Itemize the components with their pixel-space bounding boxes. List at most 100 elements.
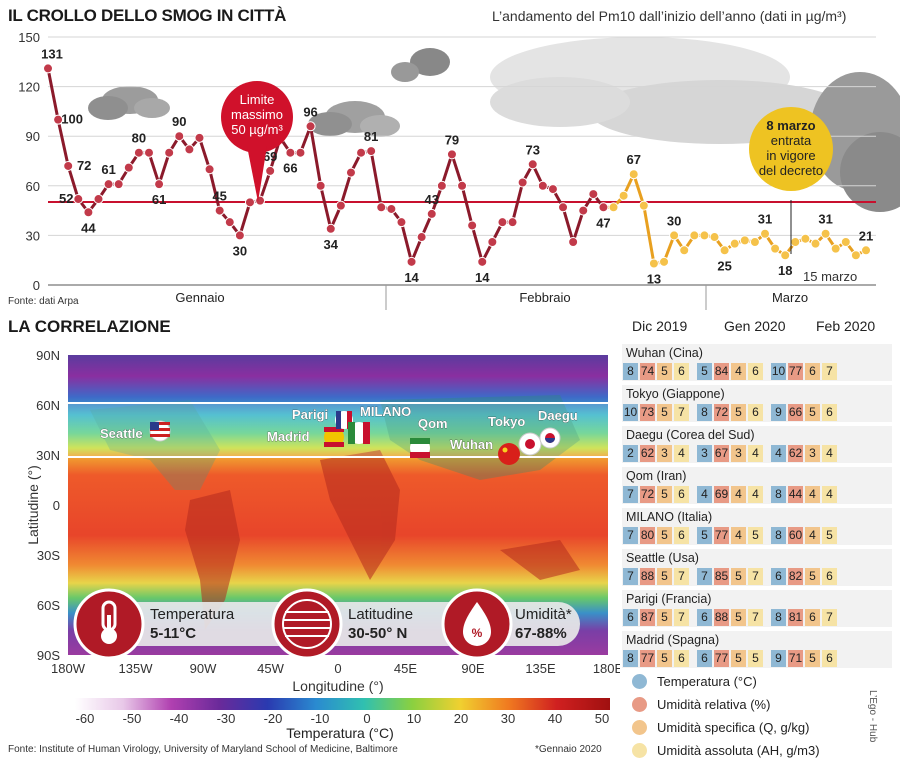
y-tick-label: 30 <box>26 228 40 243</box>
table-cell: 10 <box>771 363 786 380</box>
limit-label-line: massimo <box>231 107 283 122</box>
data-point <box>366 146 377 157</box>
table-cell: 60 <box>788 527 803 544</box>
data-point <box>578 205 589 216</box>
data-label: 21 <box>859 228 873 243</box>
badge-humidity-name: Umidità* <box>515 606 572 623</box>
data-point <box>719 245 730 256</box>
data-label: 73 <box>526 142 540 157</box>
column-header: Feb 2020 <box>816 318 876 334</box>
data-label: 131 <box>41 46 63 61</box>
month-label: Gennaio <box>175 290 224 305</box>
table-cell: 4 <box>674 445 689 462</box>
y-tick-label: 90 <box>26 129 40 144</box>
colorbar-label: Temperatura (°C) <box>286 725 394 741</box>
city-name: Seattle (Usa) <box>626 551 699 565</box>
data-point <box>325 223 336 234</box>
map-x-tick-label: 90W <box>190 661 217 676</box>
table-cell: 8 <box>623 363 638 380</box>
table-cell: 88 <box>714 609 729 626</box>
table-cell: 6 <box>822 568 837 585</box>
data-label: 80 <box>132 131 146 146</box>
table-cell: 5 <box>748 650 763 667</box>
badge-temperature-value: 5-11°C <box>150 625 196 642</box>
table-cell: 7 <box>623 568 638 585</box>
data-point <box>356 147 367 158</box>
data-point <box>467 220 478 231</box>
data-label: 43 <box>425 192 439 207</box>
flag-usa-icon <box>149 420 171 442</box>
data-label: 30 <box>667 213 681 228</box>
decree-annotation: 8 marzo entrata in vigore del decreto <box>749 107 833 254</box>
data-label: 45 <box>212 189 226 204</box>
table-cell: 87 <box>640 609 655 626</box>
table-cell: 5 <box>657 404 672 421</box>
map-x-tick-label: 90E <box>461 661 484 676</box>
table-cell: 6 <box>674 486 689 503</box>
badge-latitude-name: Latitudine <box>348 606 413 623</box>
table-cell: 44 <box>788 486 803 503</box>
data-point <box>406 256 417 267</box>
data-label: 66 <box>283 161 297 176</box>
map-y-tick-label: 60S <box>37 598 60 613</box>
data-point <box>204 164 215 175</box>
table-cell: 6 <box>674 650 689 667</box>
map-y-tick-label: 30S <box>37 548 60 563</box>
data-point <box>608 202 619 213</box>
table-cell: 6 <box>805 363 820 380</box>
table-cell: 77 <box>640 650 655 667</box>
data-label: 79 <box>445 132 459 147</box>
end-date-label: 15 marzo <box>803 269 857 284</box>
data-label: 69 <box>263 149 277 164</box>
cloud-decoration-icon <box>88 37 900 212</box>
table-cell: 7 <box>623 527 638 544</box>
city-name: Qom (Iran) <box>626 469 687 483</box>
page-title: IL CROLLO DELLO SMOG IN CITTÀ <box>8 6 287 25</box>
data-label: 18 <box>778 263 792 278</box>
limit-label-line: Limite <box>240 92 275 107</box>
data-label: 52 <box>59 191 73 206</box>
table-legend: Temperatura (°C) Umidità relativa (%) Um… <box>632 670 820 762</box>
data-point <box>618 190 629 201</box>
data-label: 34 <box>324 237 339 252</box>
limit-annotation: Limite massimo 50 µg/m³ <box>221 81 293 202</box>
city-label-daegu: Daegu <box>538 408 578 423</box>
table-row: Madrid (Spagna) 8 77 5 6 6 77 5 5 9 71 5 6 <box>622 631 892 668</box>
colorbar-tick-label: 20 <box>454 711 468 726</box>
legend-item: Temperatura (°C) <box>632 670 820 693</box>
table-cell: 6 <box>697 609 712 626</box>
data-point <box>638 200 649 211</box>
colorbar-tick-label: -10 <box>311 711 330 726</box>
table-cell: 4 <box>748 486 763 503</box>
data-point <box>760 228 771 239</box>
table-cell: 9 <box>771 650 786 667</box>
data-point <box>537 180 548 191</box>
data-point <box>497 217 508 228</box>
month-label: Febbraio <box>519 290 570 305</box>
svg-text:del decreto: del decreto <box>759 163 823 178</box>
table-cell: 3 <box>731 445 746 462</box>
column-header: Dic 2019 <box>632 318 688 334</box>
table-cell: 9 <box>771 404 786 421</box>
table-cell: 69 <box>714 486 729 503</box>
data-point <box>396 217 407 228</box>
table-cell: 5 <box>657 486 672 503</box>
data-point <box>477 256 488 267</box>
table-cell: 6 <box>748 363 763 380</box>
data-point <box>446 149 457 160</box>
data-point <box>861 245 871 256</box>
table-row: MILANO (Italia) 7 80 5 6 5 77 4 5 8 60 4 5 <box>622 508 892 545</box>
data-point <box>527 159 538 170</box>
colorbar <box>75 698 610 710</box>
table-cell: 7 <box>748 568 763 585</box>
table-row: Daegu (Corea del Sud) 2 62 3 4 3 67 3 4 4 62 3 4 <box>622 426 892 463</box>
badge-temperature-name: Temperatura <box>150 606 235 623</box>
table-cell: 6 <box>822 404 837 421</box>
table-cell: 5 <box>731 568 746 585</box>
table-cell: 4 <box>805 486 820 503</box>
table-cell: 8 <box>771 486 786 503</box>
map-y-tick-label: 0 <box>53 498 60 513</box>
data-label: 61 <box>101 162 115 177</box>
data-point <box>335 200 346 211</box>
data-point <box>194 132 205 143</box>
